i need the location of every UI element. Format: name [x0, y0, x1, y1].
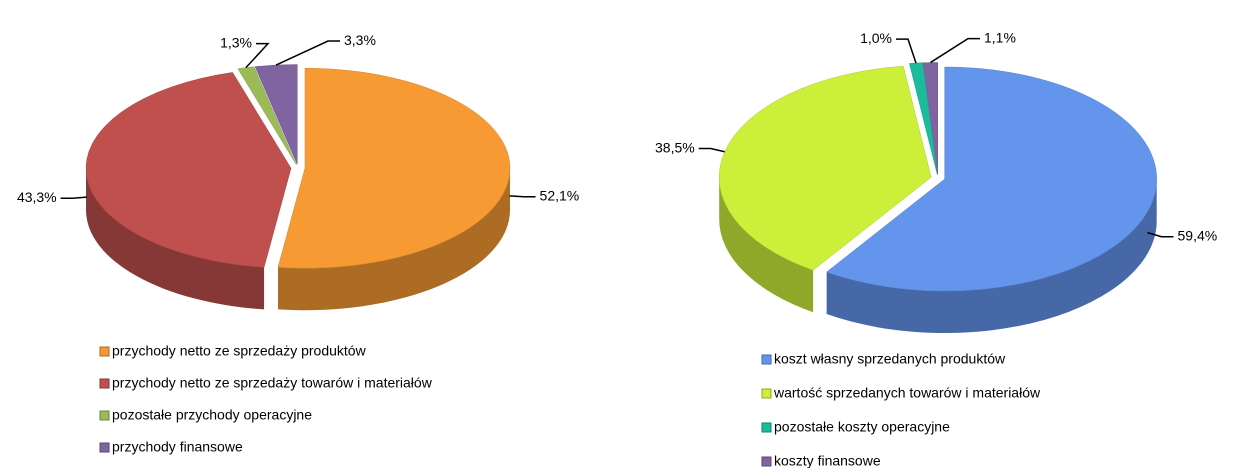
leader-line: [509, 195, 536, 198]
data-label: 1,0%: [860, 30, 892, 46]
slice: [826, 66, 1157, 292]
legend-label: koszt własny sprzedanych produktów: [774, 351, 1006, 367]
leader-line: [245, 42, 270, 69]
legend-swatch: [761, 354, 772, 365]
slice-side: [719, 177, 814, 313]
data-label: 1,1%: [984, 29, 1016, 45]
legend-label: przychody netto ze sprzedaży produktów: [112, 343, 367, 359]
legend-swatch: [99, 410, 110, 421]
legend-swatch: [761, 388, 772, 399]
legend-label: wartość sprzedanych towarów i materiałów: [773, 385, 1041, 401]
legend-swatch: [99, 378, 110, 389]
data-label: 43,3%: [17, 189, 57, 205]
slice: [85, 72, 292, 268]
slice-side: [278, 168, 510, 311]
legend-label: pozostałe przychody operacyjne: [112, 407, 312, 423]
leader-line: [698, 147, 725, 153]
leader-line: [1147, 231, 1174, 238]
legend-swatch: [99, 442, 110, 453]
slice: [718, 65, 932, 271]
slice-side: [826, 179, 1157, 334]
leader-line: [930, 37, 980, 64]
leader-line: [275, 40, 340, 66]
legend-label: przychody finansowe: [112, 439, 243, 455]
slice-side: [86, 168, 265, 310]
data-label: 3,3%: [344, 32, 376, 48]
slice: [909, 62, 938, 175]
legend-label: przychody netto ze sprzedaży towarów i m…: [112, 375, 433, 391]
legend-swatch: [99, 346, 110, 357]
legend-swatch: [761, 456, 772, 467]
slice: [277, 67, 511, 269]
slice: [922, 62, 939, 175]
data-label: 59,4%: [1178, 227, 1218, 243]
legend-label: koszty finansowe: [774, 453, 881, 468]
data-label: 52,1%: [540, 187, 580, 203]
data-label: 38,5%: [655, 139, 695, 155]
legend-label: pozostałe koszty operacyjne: [774, 419, 950, 435]
data-label: 1,3%: [220, 34, 252, 50]
leader-line: [60, 196, 87, 199]
legend-swatch: [761, 422, 772, 433]
leader-line: [896, 38, 917, 64]
